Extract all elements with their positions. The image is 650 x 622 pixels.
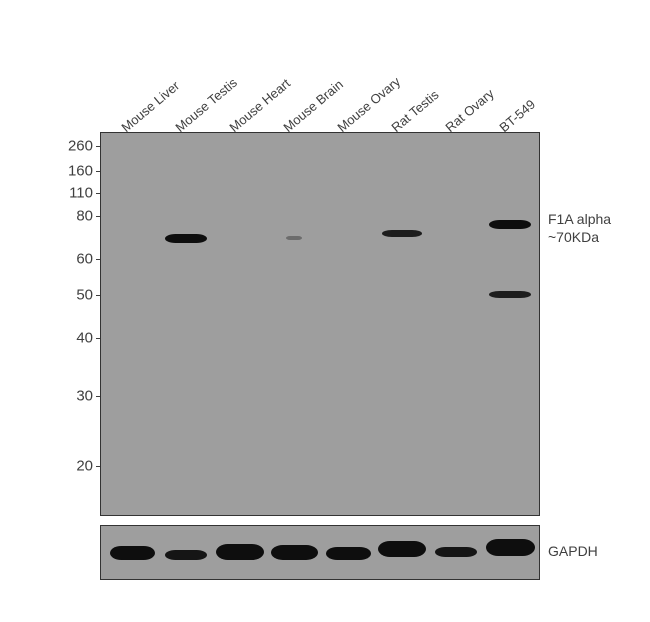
mw-label: 40 <box>76 330 93 347</box>
band <box>216 544 264 560</box>
mw-label: 110 <box>69 185 93 202</box>
right-annotation: ~70KDa <box>548 229 599 245</box>
lane-labels: Mouse LiverMouse TestisMouse HeartMouse … <box>0 20 650 130</box>
lane-label: Rat Ovary <box>442 86 496 135</box>
lane-label: Rat Testis <box>388 87 441 135</box>
blot-main <box>100 132 540 516</box>
band <box>165 550 207 560</box>
band <box>489 220 531 229</box>
band <box>435 547 477 557</box>
mw-label: 160 <box>68 163 93 180</box>
mw-ladder: 260 160 110 80 60 50 40 30 20 <box>38 130 93 518</box>
mw-label: 260 <box>68 138 93 155</box>
right-annotation: F1A alpha <box>548 211 611 227</box>
band <box>489 291 531 298</box>
mw-label: 60 <box>76 251 93 268</box>
band <box>378 541 426 557</box>
mw-label: 50 <box>76 287 93 304</box>
mw-label: 80 <box>76 208 93 225</box>
lane-label: BT-549 <box>496 97 538 135</box>
band <box>326 547 371 560</box>
mw-label: 30 <box>76 388 93 405</box>
band <box>286 236 302 240</box>
mw-label: 20 <box>76 458 93 475</box>
band <box>271 545 318 560</box>
band <box>165 234 207 243</box>
lane-label: Mouse Ovary <box>334 74 403 135</box>
lane-label: Mouse Brain <box>280 77 346 135</box>
western-blot-figure: Mouse LiverMouse TestisMouse HeartMouse … <box>0 0 650 622</box>
lane-label: Mouse Liver <box>118 78 182 135</box>
right-annotation: GAPDH <box>548 543 598 559</box>
lane-label: Mouse Testis <box>172 75 240 135</box>
band <box>110 546 155 560</box>
band <box>486 539 535 556</box>
band <box>382 230 422 237</box>
lane-label: Mouse Heart <box>226 76 293 135</box>
